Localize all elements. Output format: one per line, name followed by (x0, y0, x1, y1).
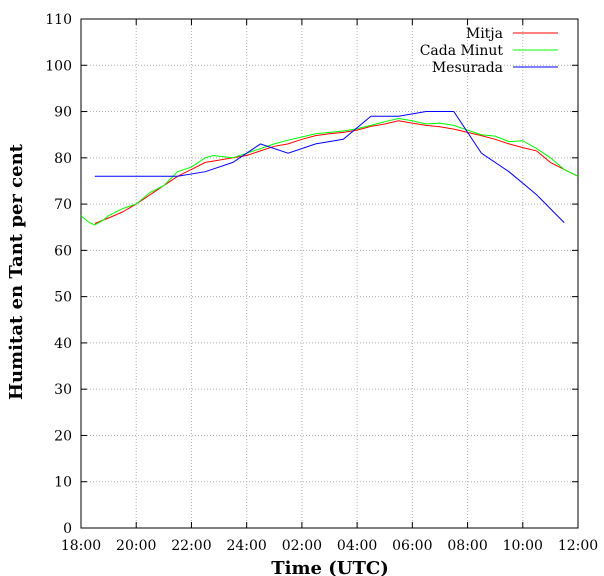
series-lines (80, 111, 579, 226)
x-tick-label: 18:00 (61, 538, 101, 554)
x-tick-label: 02:00 (282, 538, 322, 554)
y-tick-label: 70 (54, 197, 72, 213)
series-line-mitja (94, 120, 579, 224)
y-tick-label: 110 (45, 12, 72, 28)
plot-frame (80, 18, 579, 529)
legend-label: Mesurada (432, 60, 503, 76)
y-tick-label: 90 (54, 105, 72, 121)
x-tick-label: 20:00 (116, 538, 156, 554)
axis-ticks: 0 10 20 30 40 50 60 70 80 90 100 110 18:00 20:00 22:00… (45, 12, 598, 554)
y-tick-label: 40 (54, 336, 72, 352)
y-tick-label: 100 (45, 58, 72, 74)
x-axis-title: Time (UTC) (271, 558, 388, 576)
y-tick-label: 0 (63, 521, 72, 537)
x-tick-label: 08:00 (447, 538, 487, 554)
x-tick-label: 04:00 (337, 538, 377, 554)
x-tick-label: 06:00 (392, 538, 432, 554)
x-tick-label: 12:00 (558, 538, 598, 554)
legend-label: Cada Minut (420, 43, 504, 59)
y-tick-label: 20 (54, 428, 72, 444)
y-axis-title: Humitat en Tant per cent (6, 143, 27, 400)
series-line-cada-minut (80, 117, 579, 226)
x-tick-label: 22:00 (171, 538, 211, 554)
x-tick-label: 24:00 (226, 538, 266, 554)
y-tick-label: 50 (54, 290, 72, 306)
x-tick-label: 10:00 (503, 538, 543, 554)
y-tick-label: 30 (54, 382, 72, 398)
y-tick-label: 10 (54, 475, 72, 491)
legend-label: Mitja (466, 26, 503, 42)
y-tick-label: 80 (54, 151, 72, 167)
series-line-mesurada (94, 111, 565, 223)
grid-lines (81, 19, 578, 528)
y-tick-label: 60 (54, 243, 72, 259)
